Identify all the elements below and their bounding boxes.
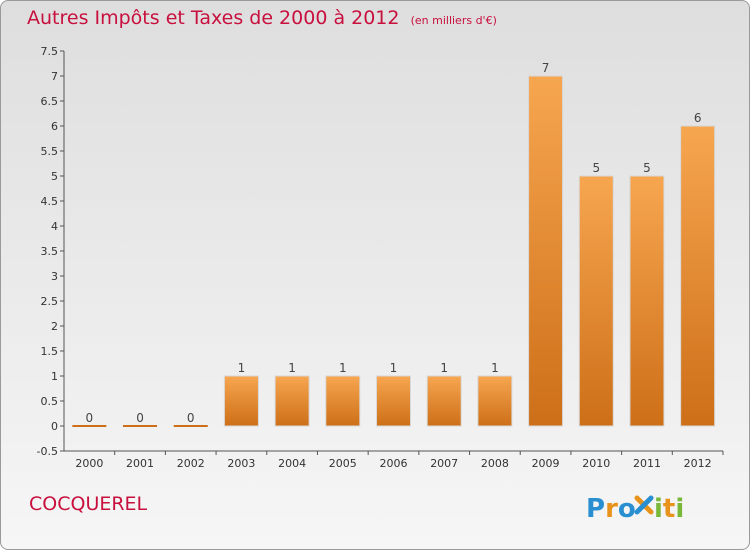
x-tick-label: 2008 (481, 457, 509, 470)
data-label: 1 (390, 361, 398, 375)
data-label: 1 (288, 361, 296, 375)
y-tick-label: 6.5 (41, 95, 59, 108)
bar (325, 375, 361, 427)
bar (274, 375, 310, 427)
x-tick-label: 2005 (329, 457, 357, 470)
x-tick-label: 2010 (582, 457, 610, 470)
data-label: 1 (491, 361, 499, 375)
title-main: Autres Impôts et Taxes de 2000 à 2012 (27, 7, 400, 29)
y-tick-label: 5 (51, 170, 58, 183)
y-tick-label: 3 (51, 270, 58, 283)
svg-text:Pro: Pro (586, 494, 636, 524)
x-tick-label: 2011 (633, 457, 661, 470)
bar (223, 375, 259, 427)
commune-name: COCQUEREL (29, 493, 148, 515)
data-label: 0 (86, 411, 94, 425)
y-tick-label: 5.5 (41, 145, 59, 158)
y-tick-label: 0.5 (41, 395, 59, 408)
data-label: 1 (238, 361, 246, 375)
bar (629, 175, 665, 427)
y-tick-label: 3.5 (41, 245, 59, 258)
data-label: 7 (542, 61, 550, 75)
data-label: 0 (136, 411, 144, 425)
bar (578, 175, 614, 427)
x-tick-label: 2000 (75, 457, 103, 470)
bar (376, 375, 411, 427)
x-tick-label: 2003 (227, 457, 255, 470)
x-tick-label: 2004 (278, 457, 306, 470)
proxiti-logo-graphic: Pro iti (586, 494, 684, 524)
x-tick-label: 2012 (684, 457, 712, 470)
y-tick-label: 4.5 (41, 195, 59, 208)
data-label: 0 (187, 411, 195, 425)
y-tick-label: 4 (51, 220, 58, 233)
y-tick-label: 1 (51, 370, 58, 383)
y-tick-label: 2 (51, 320, 58, 333)
x-tick-label: 2001 (126, 457, 154, 470)
proxiti-logo: Pro iti (584, 490, 694, 530)
x-tick-label: 2002 (177, 457, 205, 470)
y-tick-label: 0 (51, 420, 58, 433)
y-tick-label: 7.5 (41, 45, 59, 58)
svg-text:iti: iti (654, 494, 684, 524)
title-unit: (en milliers d'€) (410, 14, 497, 27)
data-label: 5 (592, 161, 600, 175)
y-tick-label: 6 (51, 120, 58, 133)
bar (680, 125, 716, 427)
bar (426, 375, 462, 427)
chart-title: Autres Impôts et Taxes de 2000 à 2012 (e… (27, 7, 497, 29)
data-label: 1 (440, 361, 448, 375)
data-label: 1 (339, 361, 347, 375)
x-tick-label: 2007 (430, 457, 458, 470)
x-tick-label: 2006 (380, 457, 408, 470)
bar (477, 375, 513, 427)
y-tick-label: -0.5 (37, 445, 58, 458)
data-label: 6 (694, 111, 702, 125)
y-tick-label: 1.5 (41, 345, 59, 358)
y-tick-label: 7 (51, 70, 58, 83)
x-tick-label: 2009 (532, 457, 560, 470)
y-tick-label: 2.5 (41, 295, 59, 308)
bar (528, 75, 564, 427)
data-label: 5 (643, 161, 651, 175)
